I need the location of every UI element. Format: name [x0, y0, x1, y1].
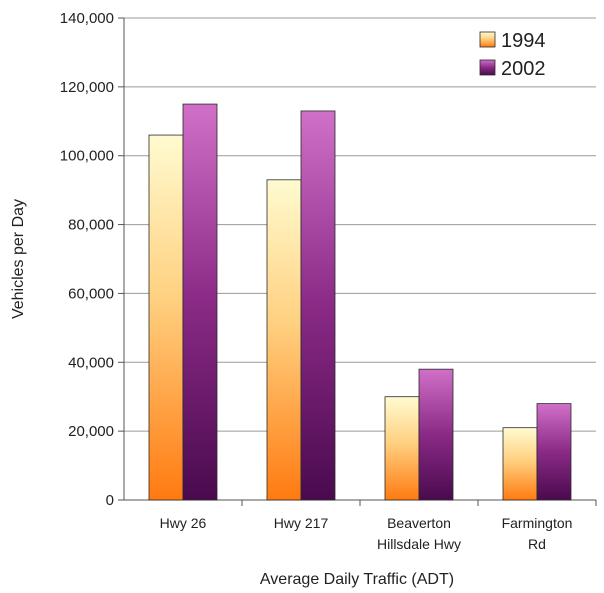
legend-swatch-2002 [479, 59, 496, 76]
x-tick-labels: Hwy 26 Hwy 217 Beaverton Hillsdale Hwy Farmi… [160, 515, 573, 552]
y-tick-label: 140,000 [60, 10, 114, 27]
legend-label-2002: 2002 [501, 58, 546, 80]
y-tick-label: 40,000 [68, 354, 114, 371]
bar-2002-2 [418, 368, 454, 501]
legend-label-1994: 1994 [501, 30, 546, 52]
bar-2002-0 [182, 103, 218, 501]
x-tick-label: Rd [528, 536, 546, 552]
bar-1994-2 [384, 396, 420, 501]
y-tick-label: 100,000 [60, 148, 114, 165]
y-tick-label: 120,000 [60, 79, 114, 96]
bar-2002-3 [536, 403, 572, 501]
y-tick-labels: 0 20,000 40,000 60,000 80,000 100,000 120,000 1… [60, 10, 114, 509]
y-tick-label: 20,000 [68, 423, 114, 440]
x-tick-label: Hwy 217 [274, 515, 329, 531]
legend-swatch-1994 [479, 31, 496, 48]
legend: 1994 2002 [479, 30, 546, 80]
bar-1994-0 [148, 134, 184, 501]
bar-1994-3 [502, 427, 538, 501]
x-tick-label: Hwy 26 [160, 515, 207, 531]
bars [148, 103, 572, 501]
bar-2002-1 [300, 110, 336, 501]
x-tick-label: Beaverton [387, 515, 451, 531]
bar-1994-1 [266, 179, 302, 501]
y-tick-label: 80,000 [68, 217, 114, 234]
x-axis-title: Average Daily Traffic (ADT) [260, 571, 454, 588]
y-tick-label: 60,000 [68, 285, 114, 302]
y-axis-title: Vehicles per Day [10, 199, 27, 319]
x-tick-label: Farmington [502, 515, 573, 531]
x-tick-label: Hillsdale Hwy [377, 536, 461, 552]
y-tick-label: 0 [106, 492, 114, 509]
